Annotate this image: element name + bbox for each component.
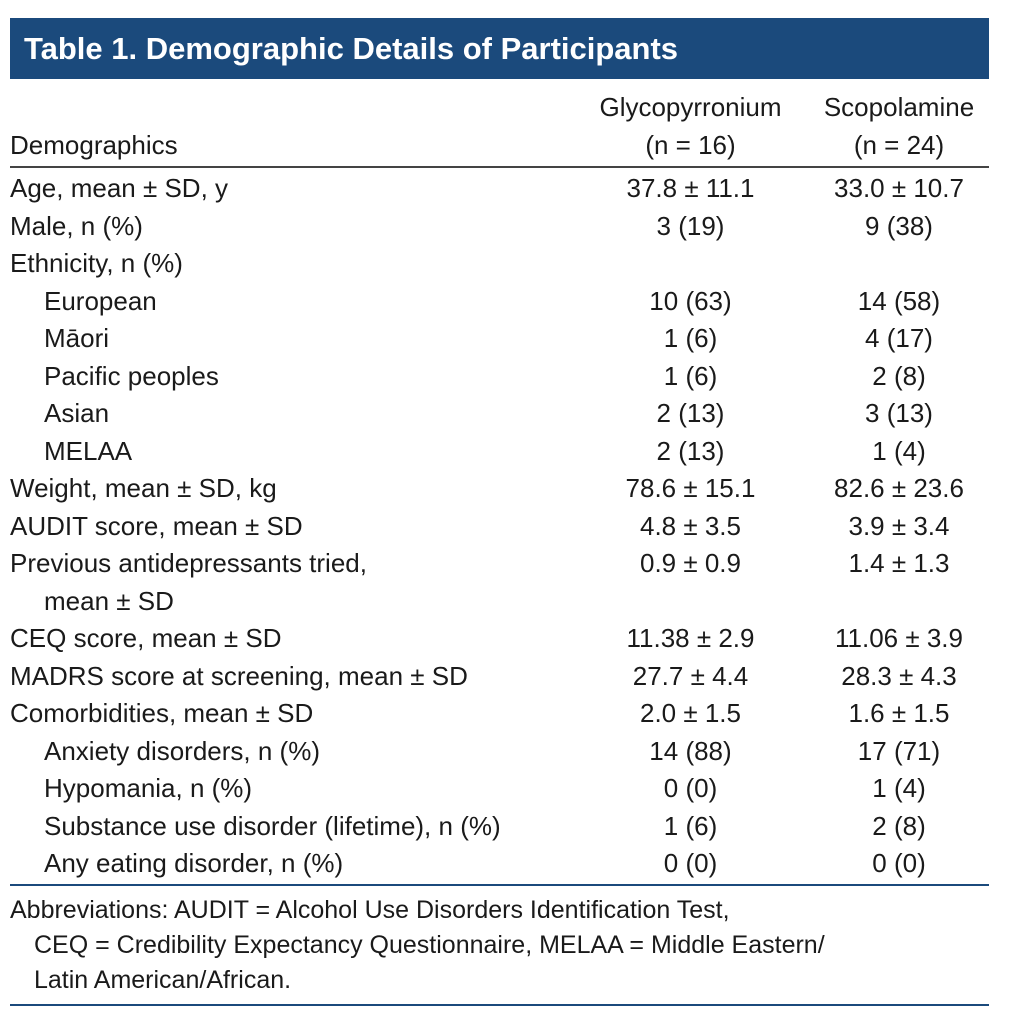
scopolamine-value: 1.6 ± 1.5 <box>848 698 950 728</box>
row-label: Male, n (%) <box>10 210 143 241</box>
table-row: MELAA 2 (13) 1 (4) <box>10 433 989 471</box>
scopolamine-value: 2 (8) <box>872 360 926 391</box>
demographics-column-header: Demographics <box>10 130 178 160</box>
scopolamine-value: 9 (38) <box>865 210 933 241</box>
glycopyrronium-value: 10 (63) <box>649 285 732 316</box>
footnote-line: CEQ = Credibility Expectancy Questionnai… <box>34 931 825 959</box>
row-label: European <box>44 285 157 316</box>
table-row: Any eating disorder, n (%) 0 (0) 0 (0) <box>10 845 989 883</box>
glycopyrronium-value: 2 (13) <box>656 398 725 428</box>
table-row: CEQ score, mean ± SD 11.38 ± 2.9 11.06 ±… <box>10 620 989 658</box>
glycopyrronium-value: 2 (13) <box>656 435 725 466</box>
glycopyrronium-value: 1 (6) <box>663 360 718 391</box>
table-body: Age, mean ± SD, y 37.8 ± 11.1 33.0 ± 10.… <box>10 170 989 883</box>
scopolamine-value: 11.06 ± 3.9 <box>835 623 963 653</box>
table-row: European 10 (63) 14 (58) <box>10 283 989 321</box>
footnote-bottom-rule <box>10 1004 989 1006</box>
scopolamine-value: 1.4 ± 1.3 <box>848 548 950 578</box>
scopolamine-value: 33.0 ± 10.7 <box>834 173 964 203</box>
glycopyrronium-value: 3 (19) <box>656 210 725 241</box>
scopolamine-value: 2 (8) <box>872 810 926 841</box>
row-label: Anxiety disorders, n (%) <box>44 735 320 766</box>
row-label: Weight, mean ± SD, kg <box>10 473 277 503</box>
table-row: Previous antidepressants tried, mean ± S… <box>10 545 989 620</box>
scopolamine-value: 4 (17) <box>865 323 933 353</box>
table-row: Age, mean ± SD, y 37.8 ± 11.1 33.0 ± 10.… <box>10 170 989 208</box>
table-row: Hypomania, n (%) 0 (0) 1 (4) <box>10 770 989 808</box>
row-label: Pacific peoples <box>44 360 219 391</box>
scopolamine-n: (n = 24) <box>853 130 945 160</box>
glycopyrronium-value: 14 (88) <box>649 735 732 766</box>
glycopyrronium-value: 2.0 ± 1.5 <box>639 698 741 728</box>
row-label: CEQ score, mean ± SD <box>10 623 282 653</box>
scopolamine-value: 3 (13) <box>865 398 933 428</box>
glycopyrronium-value: 11.38 ± 2.9 <box>626 623 755 653</box>
glycopyrronium-value: 78.6 ± 15.1 <box>625 473 756 503</box>
table-row: Anxiety disorders, n (%) 14 (88) 17 (71) <box>10 733 989 771</box>
glycopyrronium-value: 1 (6) <box>663 323 718 353</box>
scopolamine-value: 3.9 ± 3.4 <box>848 510 950 541</box>
glycopyrronium-value: 4.8 ± 3.5 <box>639 510 741 541</box>
row-label: AUDIT score, mean ± SD <box>10 510 303 541</box>
row-label: Age, mean ± SD, y <box>10 173 229 203</box>
glycopyrronium-n: (n = 16) <box>645 130 736 160</box>
row-label-line1: Previous antidepressants tried, <box>10 548 367 578</box>
row-label: Substance use disorder (lifetime), n (%) <box>44 810 501 841</box>
scopolamine-value: 0 (0) <box>872 848 926 878</box>
table-row: Substance use disorder (lifetime), n (%)… <box>10 808 989 846</box>
row-label: Hypomania, n (%) <box>44 773 253 803</box>
header-rule <box>10 166 989 168</box>
table-row: MADRS score at screening, mean ± SD 27.7… <box>10 658 989 696</box>
glycopyrronium-column-header: Glycopyrronium (n = 16) <box>572 88 809 164</box>
scopolamine-value: 1 (4) <box>872 773 926 803</box>
scopolamine-value: 14 (58) <box>857 285 941 316</box>
row-label: Māori <box>44 323 110 353</box>
row-label: Asian <box>44 398 110 428</box>
glycopyrronium-value: 1 (6) <box>663 810 718 841</box>
row-label: MADRS score at screening, mean ± SD <box>10 660 468 691</box>
table-bottom-rule <box>10 884 989 886</box>
glycopyrronium-value: 0 (0) <box>663 848 718 878</box>
row-label: Any eating disorder, n (%) <box>44 848 344 878</box>
scopolamine-value: 28.3 ± 4.3 <box>841 660 957 691</box>
glycopyrronium-value: 27.7 ± 4.4 <box>632 660 749 691</box>
footnote-line: Abbreviations: AUDIT = Alcohol Use Disor… <box>10 896 730 924</box>
table-row: Ethnicity, n (%) <box>10 245 989 283</box>
row-label-line2: mean ± SD <box>44 585 174 616</box>
table-title: Table 1. Demographic Details of Particip… <box>10 18 989 79</box>
glycopyrronium-value: 0.9 ± 0.9 <box>639 548 741 578</box>
abbreviations-footnote: Abbreviations: AUDIT = Alcohol Use Disor… <box>10 893 989 998</box>
table-row: Māori 1 (6) 4 (17) <box>10 320 989 358</box>
scopolamine-value: 17 (71) <box>857 735 941 766</box>
row-label: Previous antidepressants tried, mean ± S… <box>10 545 572 620</box>
row-label: Ethnicity, n (%) <box>10 248 183 278</box>
table-row: Weight, mean ± SD, kg 78.6 ± 15.1 82.6 ±… <box>10 470 989 508</box>
scopolamine-value: 82.6 ± 23.6 <box>834 473 964 503</box>
scopolamine-value: 1 (4) <box>872 435 926 466</box>
glycopyrronium-value: 0 (0) <box>663 773 718 803</box>
row-label: MELAA <box>44 435 133 466</box>
table-row: Male, n (%) 3 (19) 9 (38) <box>10 208 989 246</box>
table-row: Comorbidities, mean ± SD 2.0 ± 1.5 1.6 ±… <box>10 695 989 733</box>
table-row: AUDIT score, mean ± SD 4.8 ± 3.5 3.9 ± 3… <box>10 508 989 546</box>
glycopyrronium-name: Glycopyrronium <box>599 92 782 122</box>
row-label: Comorbidities, mean ± SD <box>10 698 314 728</box>
scopolamine-column-header: Scopolamine (n = 24) <box>809 88 989 164</box>
table-row: Pacific peoples 1 (6) 2 (8) <box>10 358 989 396</box>
footnote-line: Latin American/African. <box>34 966 292 994</box>
scopolamine-name: Scopolamine <box>823 92 975 122</box>
table-row: Asian 2 (13) 3 (13) <box>10 395 989 433</box>
glycopyrronium-value: 37.8 ± 11.1 <box>626 173 755 203</box>
